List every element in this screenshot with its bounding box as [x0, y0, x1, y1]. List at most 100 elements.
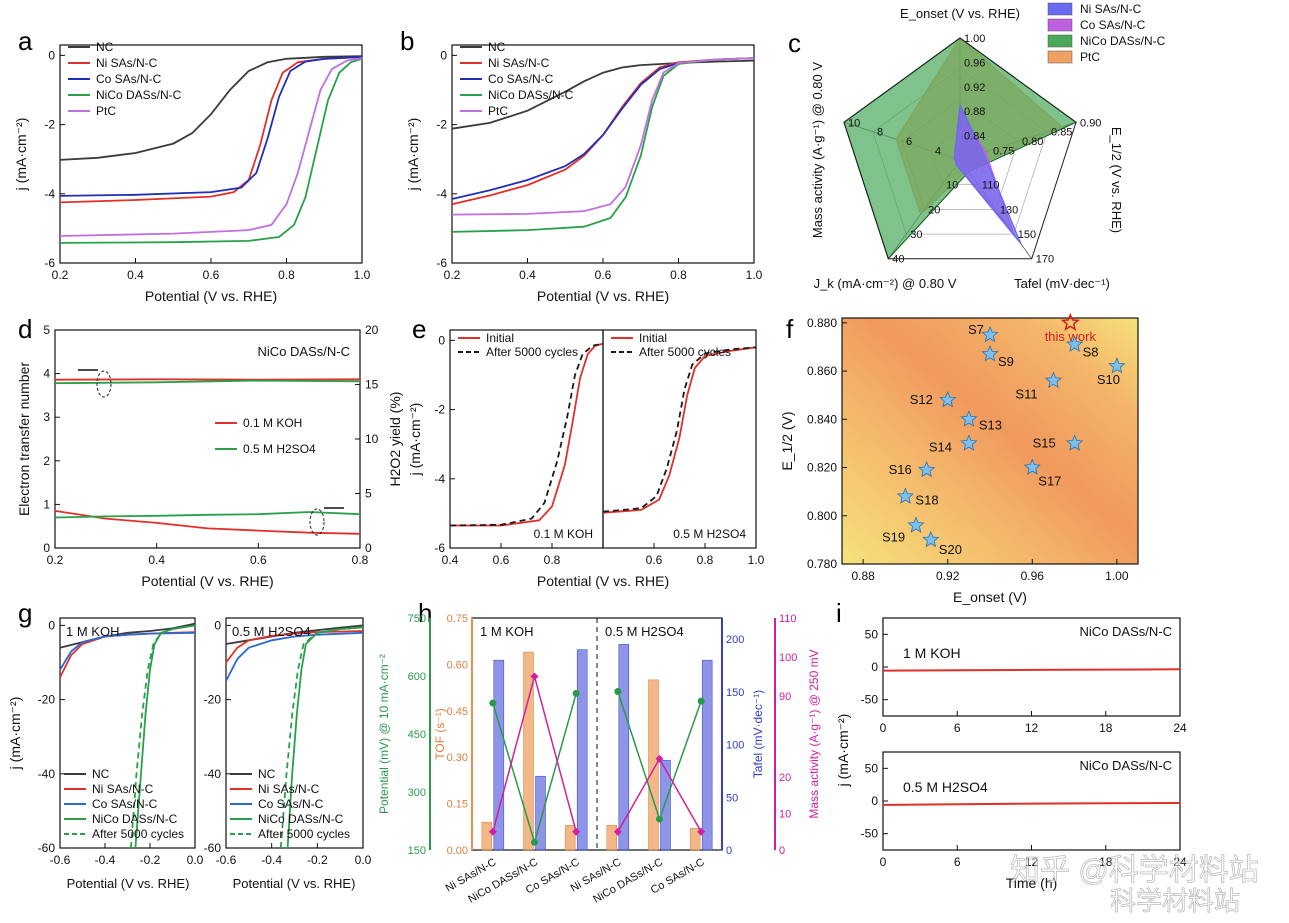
panel-h-potential-tick: 600	[408, 671, 426, 683]
panel-c-tick-label: 10	[848, 117, 860, 129]
panel-e-ytick-label: -6	[434, 541, 445, 555]
panel-c-tick-label: 0.88	[964, 106, 985, 118]
panel-h-tof-tick: 0.60	[447, 659, 468, 671]
panel-h-potential-tick: 750	[408, 613, 426, 625]
panel-f-point-label: S18	[915, 492, 938, 507]
panel-g-legend-label: NiCo DASs/N-C	[92, 812, 178, 826]
panel-i-xtick-label: 6	[954, 855, 961, 869]
panel-f-point-highlight	[1060, 312, 1080, 331]
panel-g-series-line	[59, 631, 196, 671]
panel-e-xtick-label: 0.8	[544, 553, 561, 567]
panel-h-potential-point	[614, 687, 622, 695]
panel-a-xtick-label: 0.8	[278, 268, 295, 282]
panel-c-tick-label: 40	[892, 254, 904, 266]
panel-i-ytick-label: 50	[865, 627, 879, 641]
panel-f-xtick-label: 1.00	[1105, 569, 1129, 583]
panel-i-xtick-label: 18	[1099, 721, 1113, 735]
panel-label-g: g	[18, 598, 32, 628]
panel-i-xtick-label: 24	[1173, 721, 1187, 735]
panel-i-xtick-label: 0	[880, 855, 887, 869]
panel-b-legend-label: NC	[488, 40, 506, 54]
panel-d-right-ytick-label: 10	[365, 432, 379, 446]
panel-d-xtick-label: 0.4	[148, 553, 165, 567]
panel-f-point-label: S20	[939, 542, 962, 557]
panel-f-point-label: S13	[979, 417, 1002, 432]
panel-e-series-line	[450, 342, 604, 527]
panel-b-xtick-label: 0.8	[670, 268, 687, 282]
panel-h-tafel-tick: 50	[726, 792, 738, 804]
panel-label-i: i	[836, 598, 842, 628]
panel-g-frame	[59, 617, 196, 849]
panel-g-legend-label: After 5000 cycles	[92, 827, 184, 841]
panel-i-series-line	[882, 668, 1181, 672]
panel-b-ytick-label: -4	[436, 187, 447, 201]
panel-a-legend-label: Co SAs/N-C	[96, 72, 162, 86]
panel-b-ytick-label: 0	[440, 48, 447, 62]
panel-f-point	[1044, 371, 1062, 389]
watermark-line2: 科学材料站	[1110, 886, 1240, 916]
panel-h-mass-tick: 100	[779, 652, 797, 664]
panel-f-point	[1023, 458, 1041, 475]
panel-d-marker	[96, 370, 112, 398]
panel-h-potential-label: Potential (mV) @ 10 mA·cm⁻²	[377, 654, 391, 814]
panel-f-point	[981, 325, 999, 343]
panel-h-category-label: NiCo DASs/N-C	[591, 856, 665, 906]
panel-h-potential-tick: 450	[408, 729, 426, 741]
panel-h-tof-tick: 0.30	[447, 752, 468, 764]
panel-i-ytick-label: -50	[861, 693, 879, 707]
panel-b-xlabel: Potential (V vs. RHE)	[537, 288, 669, 304]
panel-a-xtick-label: 0.4	[127, 268, 144, 282]
panel-i-ytick-label: 50	[865, 761, 879, 775]
panel-c-legend-label: NiCo DASs/N-C	[1080, 34, 1166, 48]
panel-h-tafel-tick: 150	[726, 687, 744, 699]
panel-f-point	[918, 460, 936, 478]
panel-c-tick-label: 170	[1036, 254, 1054, 266]
panel-g-legend-label: Co SAs/N-C	[92, 797, 158, 811]
panel-c-tick-label: 8	[877, 127, 883, 139]
panel-g-legend-label: Ni SAs/N-C	[92, 782, 154, 796]
panel-f-point-label: S7	[968, 322, 984, 337]
panel-h-tafel-tick: 0	[726, 845, 732, 857]
panel-f-point	[981, 345, 999, 362]
panel-b-legend-label: Co SAs/N-C	[488, 72, 554, 86]
panel-f-point-label: S9	[998, 354, 1014, 369]
watermark-line1: 知乎 @科学材料站	[1010, 854, 1259, 887]
panel-f-ytick-label: 0.800	[807, 509, 837, 523]
panel-i-xtick-label: 6	[954, 721, 961, 735]
panel-e-legend-label: Initial	[639, 331, 667, 345]
panel-d-ytick-label: 3	[43, 410, 50, 424]
panel-g-ytick-label: 0	[48, 618, 55, 632]
panel-i-title: NiCo DASs/N-C	[1080, 758, 1172, 773]
panel-i-condition: 0.5 M H2SO4	[903, 779, 988, 795]
panel-h-mass-tick: 10	[779, 809, 791, 821]
panel-a-xtick-label: 1.0	[354, 268, 371, 282]
panel-c-tick-label: 0.85	[1051, 127, 1072, 139]
panel-g-legend-label: NC	[258, 767, 276, 781]
panel-b-ylabel: j (mA·cm⁻²)	[405, 118, 421, 192]
panel-c-axis-label: E_onset (V vs. RHE)	[900, 6, 1020, 21]
panel-g-xtick-label: -0.6	[216, 853, 237, 867]
panel-c-tick-label: 10	[946, 180, 958, 192]
panel-f-point	[960, 434, 978, 451]
panel-f-point	[1066, 335, 1084, 352]
panel-d-ytick-label: 5	[43, 323, 50, 337]
panel-a-legend-label: NiCo DASs/N-C	[96, 88, 182, 102]
panel-h-tafel-label: Tafel (mV·dec⁻¹)	[751, 690, 765, 778]
panel-h-potential-point	[656, 815, 663, 823]
panel-h-mass-tick: 90	[779, 691, 791, 703]
panel-c-tick-label: 0.90	[1080, 117, 1101, 129]
panel-c-outer	[843, 37, 1077, 260]
panel-f-point	[1066, 434, 1084, 451]
panel-h-mass-point	[697, 827, 706, 836]
panel-h-tof-bar	[564, 825, 576, 851]
panel-f-point	[922, 530, 940, 548]
panel-h-tof-tick: 0.45	[447, 706, 468, 718]
panel-h-tof-bar	[648, 679, 659, 851]
panel-g-xtick-label: 0.0	[355, 853, 372, 867]
panel-h-tof-bar	[523, 651, 534, 851]
panel-c-series-area	[953, 102, 1022, 245]
panel-g-series-line	[134, 624, 196, 849]
panel-a-series-line	[59, 57, 363, 237]
panel-g-xtick-label: -0.4	[95, 853, 116, 867]
